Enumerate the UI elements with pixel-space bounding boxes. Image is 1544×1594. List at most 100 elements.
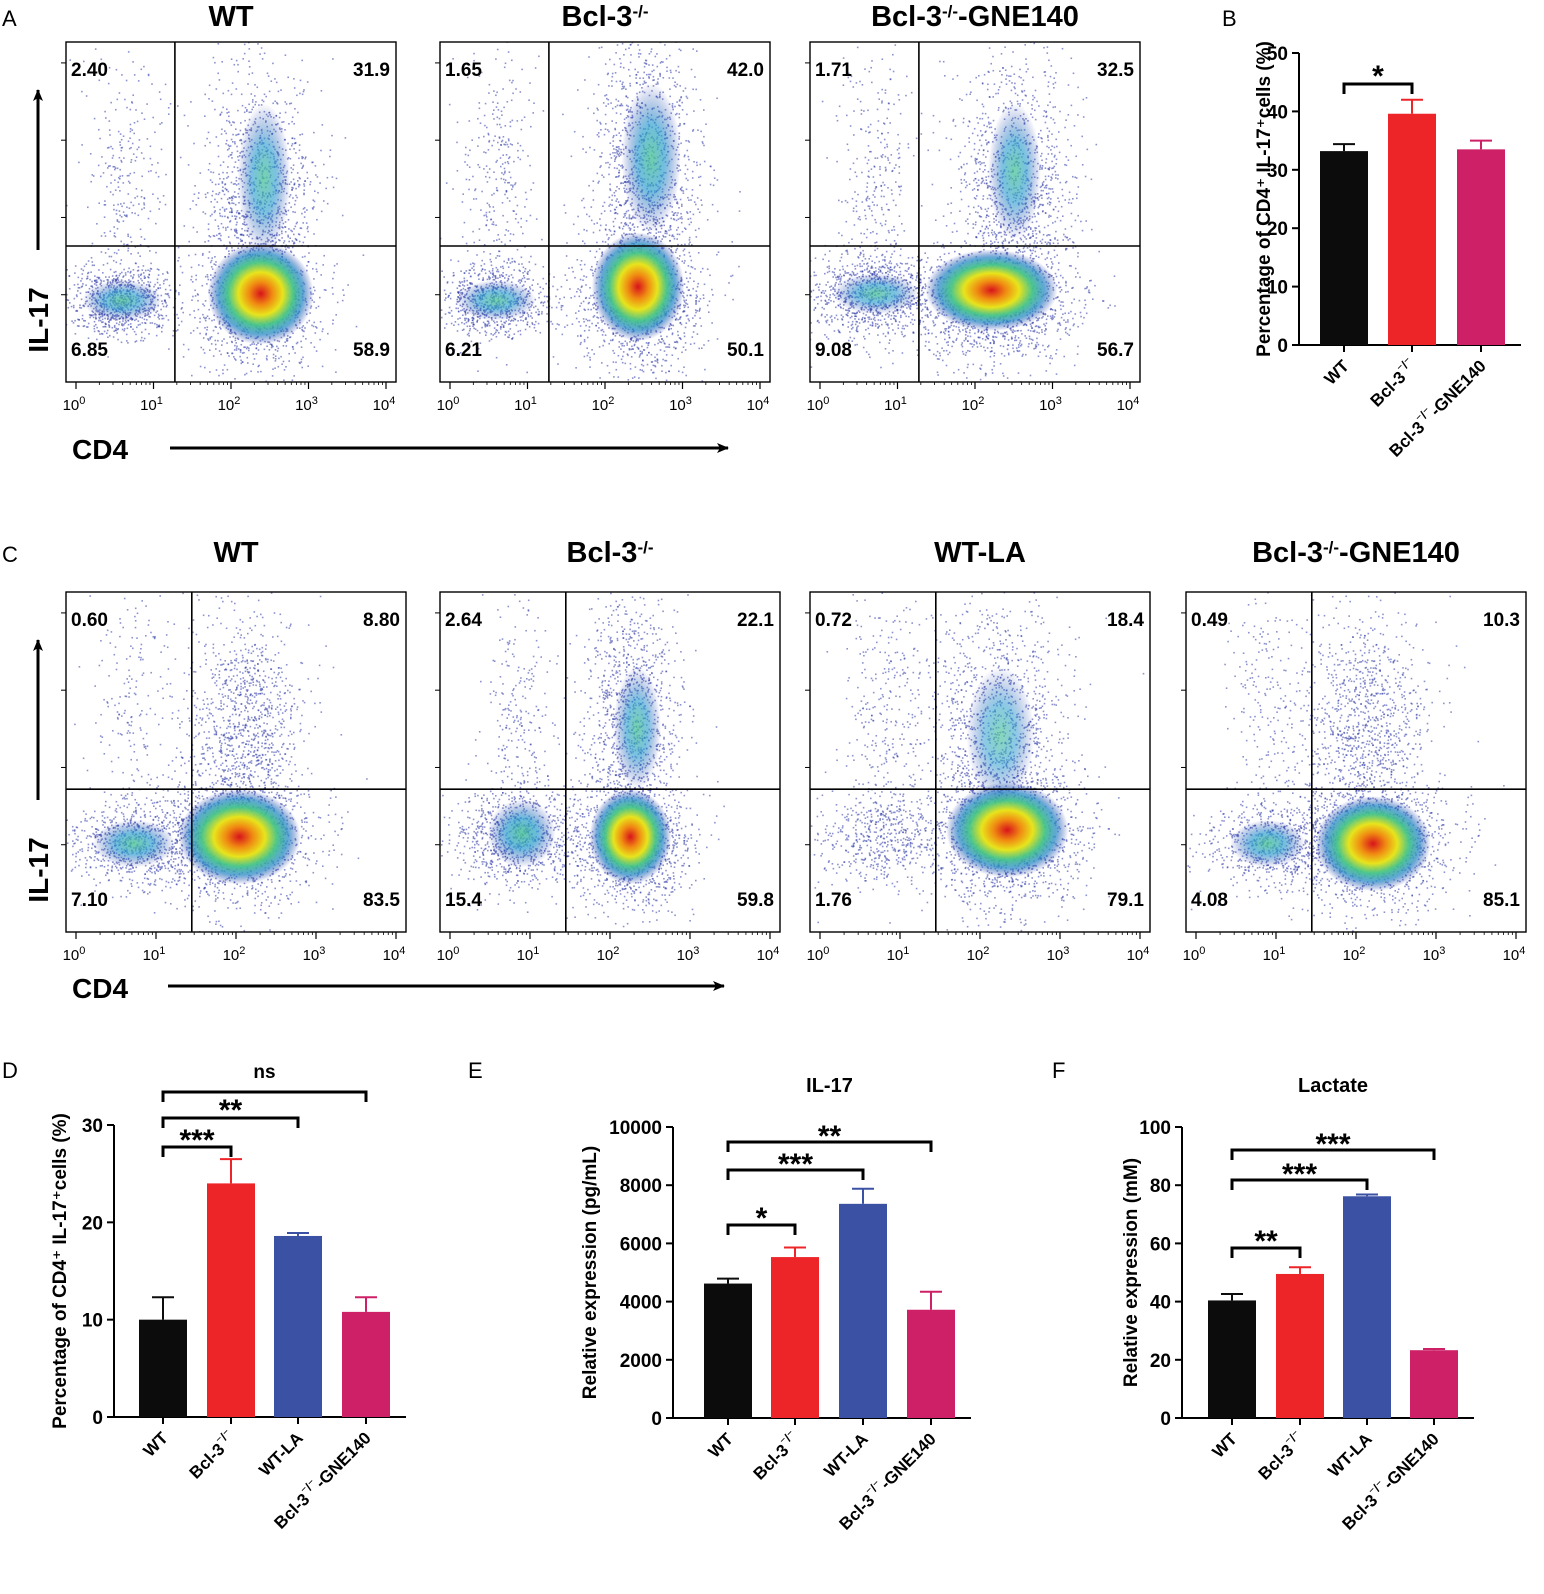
y-tick-label: 0 [651, 1409, 662, 1430]
category-label-1: WT [1321, 356, 1354, 389]
x-tick-exp: 4 [389, 395, 395, 407]
x-tick-label: 103 [1423, 945, 1446, 964]
bar-2 [1276, 1274, 1324, 1418]
x-tick-exp: 1 [157, 395, 163, 407]
x-tick-base: 10 [303, 947, 320, 964]
x-tick-label: 101 [143, 945, 166, 964]
x-tick-base: 10 [757, 947, 774, 964]
x-tick-exp: 4 [1143, 945, 1149, 957]
significance-label-1: * [756, 1202, 768, 1235]
bar-2 [207, 1183, 255, 1417]
quadrant-upper-right: 31.9 [353, 60, 390, 81]
y-tick-label: 30 [82, 1116, 103, 1137]
plot-title: Bcl-3-/- [567, 537, 654, 569]
significance-label-2: ** [219, 1094, 243, 1127]
quadrant-lower-right: 85.1 [1483, 890, 1520, 911]
x-tick-exp: 0 [79, 945, 85, 957]
quadrant-lower-right: 50.1 [727, 340, 764, 361]
x-tick-base: 10 [295, 397, 312, 414]
plot-title-name: Bcl-3 [871, 1, 942, 33]
x-tick-base: 10 [63, 397, 80, 414]
x-tick-label: 102 [218, 395, 241, 414]
plot-title-name: Bcl-3 [567, 537, 638, 569]
x-tick-exp: 1 [901, 395, 907, 407]
significance-label-2: *** [1282, 1158, 1317, 1191]
x-tick-base: 10 [63, 947, 80, 964]
quadrant-lower-left: 9.08 [815, 340, 852, 361]
x-tick-exp: 3 [686, 395, 692, 407]
category-label-2: Bcl-3⁻/⁻ [1253, 1427, 1309, 1483]
plot-title: WT [213, 537, 258, 569]
quadrant-lower-right: 59.8 [737, 890, 774, 911]
x-tick-base: 10 [1127, 947, 1144, 964]
bar-2 [771, 1257, 819, 1418]
significance-label-2: *** [778, 1148, 813, 1181]
x-tick-exp: 0 [453, 395, 459, 407]
significance-label-3: ** [818, 1120, 842, 1153]
category-label-3: WT-LA [820, 1429, 871, 1480]
bar-4 [342, 1312, 390, 1417]
category-label-2: Bcl-3⁻/⁻ [748, 1427, 804, 1483]
bar-3 [839, 1204, 887, 1418]
category-label-2: Bcl-3⁻/⁻ [184, 1426, 240, 1482]
quadrant-upper-right: 8.80 [363, 610, 400, 631]
x-tick-label: 100 [1183, 945, 1206, 964]
panel-e-letter: E [468, 1058, 483, 1083]
x-tick-label: 100 [63, 395, 86, 414]
x-tick-base: 10 [218, 397, 235, 414]
x-tick-base: 10 [437, 397, 454, 414]
x-tick-exp: 1 [533, 945, 539, 957]
y-axis-label: Relative expression (pg/mL) [580, 1146, 601, 1399]
x-tick-base: 10 [1047, 947, 1064, 964]
y-tick-label: 0 [1160, 1409, 1171, 1430]
quadrant-upper-right: 22.1 [737, 610, 774, 631]
x-tick-label: 103 [1047, 945, 1070, 964]
x-tick-label: 104 [1117, 395, 1140, 414]
plot-title-name: Bcl-3 [562, 1, 633, 33]
plot-title-sup: -/- [637, 538, 653, 557]
y-tick-label: 10000 [609, 1118, 662, 1139]
panel-f-letter: F [1052, 1058, 1065, 1083]
x-tick-label: 104 [1127, 945, 1150, 964]
plot-title-sup: -/- [632, 2, 648, 21]
x-tick-exp: 2 [234, 395, 240, 407]
y-tick-label: 2000 [620, 1351, 662, 1372]
x-tick-label: 104 [747, 395, 770, 414]
x-tick-label: 103 [677, 945, 700, 964]
x-tick-base: 10 [383, 947, 400, 964]
quadrant-lower-left: 6.85 [71, 340, 108, 361]
x-tick-exp: 4 [1519, 945, 1525, 957]
x-tick-label: 101 [514, 395, 537, 414]
category-label-3: WT-LA [255, 1428, 306, 1479]
plot-title-sup: -/- [1323, 538, 1339, 557]
x-tick-exp: 0 [79, 395, 85, 407]
x-tick-label: 101 [1263, 945, 1286, 964]
x-tick-base: 10 [747, 397, 764, 414]
bar-4 [907, 1310, 955, 1418]
x-tick-label: 100 [63, 945, 86, 964]
quadrant-upper-left: 0.49 [1191, 610, 1228, 631]
quadrant-upper-right: 42.0 [727, 60, 764, 81]
x-tick-exp: 2 [608, 395, 614, 407]
x-tick-label: 102 [223, 945, 246, 964]
x-tick-exp: 0 [1199, 945, 1205, 957]
plot-title-name: WT [208, 1, 253, 33]
quadrant-upper-left: 0.72 [815, 610, 852, 631]
quadrant-lower-left: 15.4 [445, 890, 482, 911]
x-tick-label: 104 [383, 945, 406, 964]
x-tick-base: 10 [223, 947, 240, 964]
x-tick-label: 101 [517, 945, 540, 964]
y-tick-label: 0 [1277, 336, 1288, 357]
quadrant-lower-left: 4.08 [1191, 890, 1228, 911]
x-tick-exp: 2 [239, 945, 245, 957]
plot-title-name: WT [213, 537, 258, 569]
